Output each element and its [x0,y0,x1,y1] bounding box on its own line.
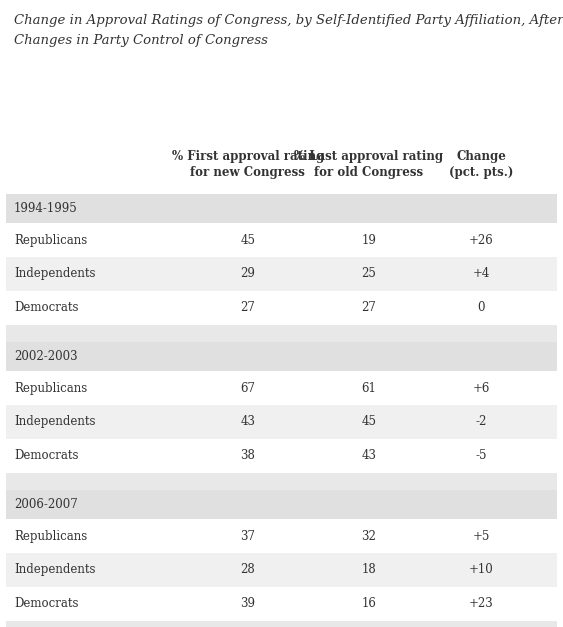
Bar [6,439,557,473]
Text: 2006-2007: 2006-2007 [14,498,78,511]
Text: 32: 32 [361,530,376,542]
Text: +23: +23 [469,598,494,610]
Text: 38: 38 [240,450,255,462]
Text: % Last approval rating
for old Congress: % Last approval rating for old Congress [294,150,443,179]
Text: 61: 61 [361,382,376,394]
Text: -5: -5 [476,450,487,462]
Text: Change
(pct. pts.): Change (pct. pts.) [449,150,513,179]
Text: Democrats: Democrats [14,302,79,314]
Text: +6: +6 [473,382,490,394]
Text: Republicans: Republicans [14,530,87,542]
Text: +10: +10 [469,564,494,576]
Text: 39: 39 [240,598,255,610]
Text: +26: +26 [469,234,494,246]
Text: 45: 45 [240,234,255,246]
Text: 27: 27 [361,302,376,314]
Text: Democrats: Democrats [14,598,79,610]
Bar [6,291,557,325]
Text: 0: 0 [477,302,485,314]
Bar [6,194,557,223]
Text: Change in Approval Ratings of Congress, by Self-Identified Party Affiliation, Af: Change in Approval Ratings of Congress, … [14,14,563,27]
Text: Independents: Independents [14,268,96,280]
Text: +5: +5 [473,530,490,542]
Text: 67: 67 [240,382,255,394]
Text: 18: 18 [361,564,376,576]
Text: Republicans: Republicans [14,234,87,246]
Text: 37: 37 [240,530,255,542]
Bar [6,621,557,627]
Text: Independents: Independents [14,416,96,428]
Text: Democrats: Democrats [14,450,79,462]
Bar [6,553,557,587]
Text: 2002-2003: 2002-2003 [14,350,78,363]
Text: 19: 19 [361,234,376,246]
Text: -2: -2 [476,416,487,428]
Bar [6,342,557,371]
Bar [6,519,557,553]
Bar [6,371,557,405]
Bar [6,490,557,519]
Text: 1994-1995: 1994-1995 [14,203,78,215]
Text: 29: 29 [240,268,255,280]
Text: 28: 28 [240,564,255,576]
Text: 25: 25 [361,268,376,280]
Text: 43: 43 [361,450,376,462]
Bar [6,405,557,439]
Text: % First approval rating
for new Congress: % First approval rating for new Congress [172,150,324,179]
Bar [6,257,557,291]
Bar [6,325,557,342]
Text: +4: +4 [473,268,490,280]
Text: Changes in Party Control of Congress: Changes in Party Control of Congress [14,34,268,48]
Text: 45: 45 [361,416,376,428]
Text: 43: 43 [240,416,255,428]
Bar [6,223,557,257]
Bar [6,587,557,621]
Bar [6,473,557,490]
Text: 27: 27 [240,302,255,314]
Text: 16: 16 [361,598,376,610]
Text: Republicans: Republicans [14,382,87,394]
Text: Independents: Independents [14,564,96,576]
